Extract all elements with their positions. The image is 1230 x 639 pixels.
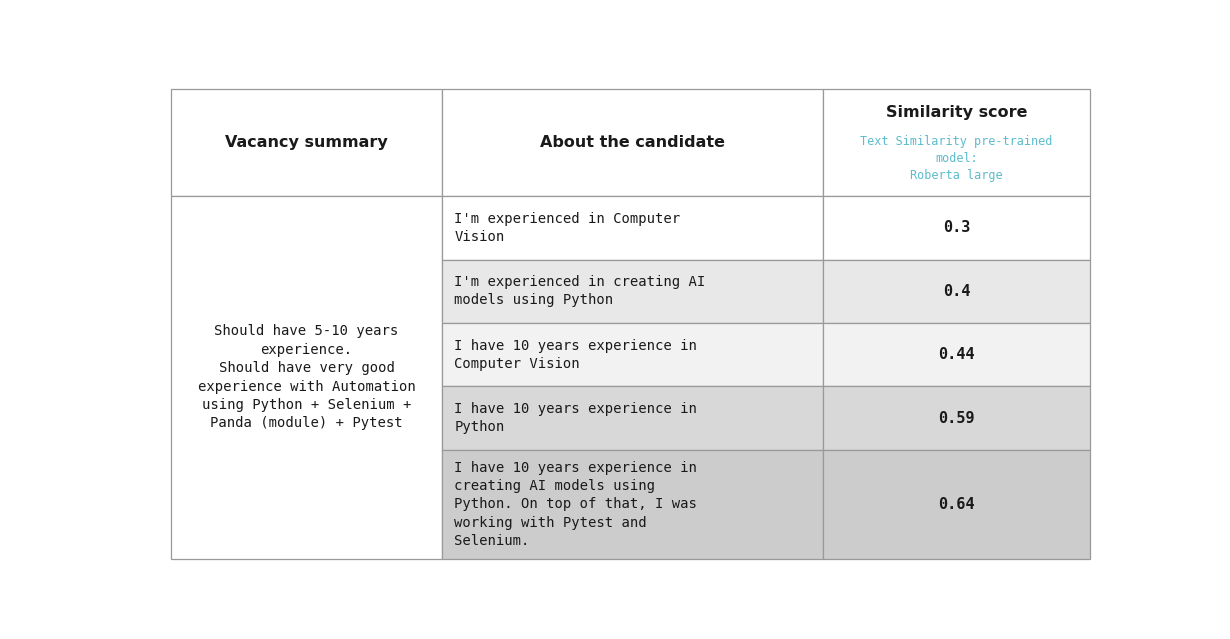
Text: 0.64: 0.64 [938, 497, 975, 512]
Text: I'm experienced in creating AI
models using Python: I'm experienced in creating AI models us… [454, 275, 706, 307]
Text: I have 10 years experience in
Computer Vision: I have 10 years experience in Computer V… [454, 339, 697, 371]
Text: Text Similarity pre-trained
model:
Roberta large: Text Similarity pre-trained model: Rober… [861, 135, 1053, 182]
Bar [442, 89, 823, 196]
Bar [823, 450, 1090, 559]
Text: I'm experienced in Computer
Vision: I'm experienced in Computer Vision [454, 212, 680, 244]
Text: I have 10 years experience in
Python: I have 10 years experience in Python [454, 402, 697, 435]
Bar [442, 387, 823, 450]
Bar [171, 89, 442, 196]
Bar [823, 387, 1090, 450]
Bar [171, 196, 442, 559]
Text: Should have 5-10 years
experience.
Should have very good
experience with Automat: Should have 5-10 years experience. Shoul… [198, 325, 416, 431]
Text: 0.59: 0.59 [938, 411, 975, 426]
Text: 0.44: 0.44 [938, 347, 975, 362]
Bar [442, 323, 823, 387]
Text: I have 10 years experience in
creating AI models using
Python. On top of that, I: I have 10 years experience in creating A… [454, 461, 697, 548]
Text: Vacancy summary: Vacancy summary [225, 135, 387, 150]
Text: 0.3: 0.3 [943, 220, 970, 235]
Text: About the candidate: About the candidate [540, 135, 726, 150]
Bar [823, 196, 1090, 259]
Text: Similarity score: Similarity score [886, 105, 1027, 120]
Bar [442, 450, 823, 559]
Bar [823, 323, 1090, 387]
Bar [442, 196, 823, 259]
Bar [442, 259, 823, 323]
Bar [823, 89, 1090, 196]
Text: 0.4: 0.4 [943, 284, 970, 299]
Bar [823, 259, 1090, 323]
